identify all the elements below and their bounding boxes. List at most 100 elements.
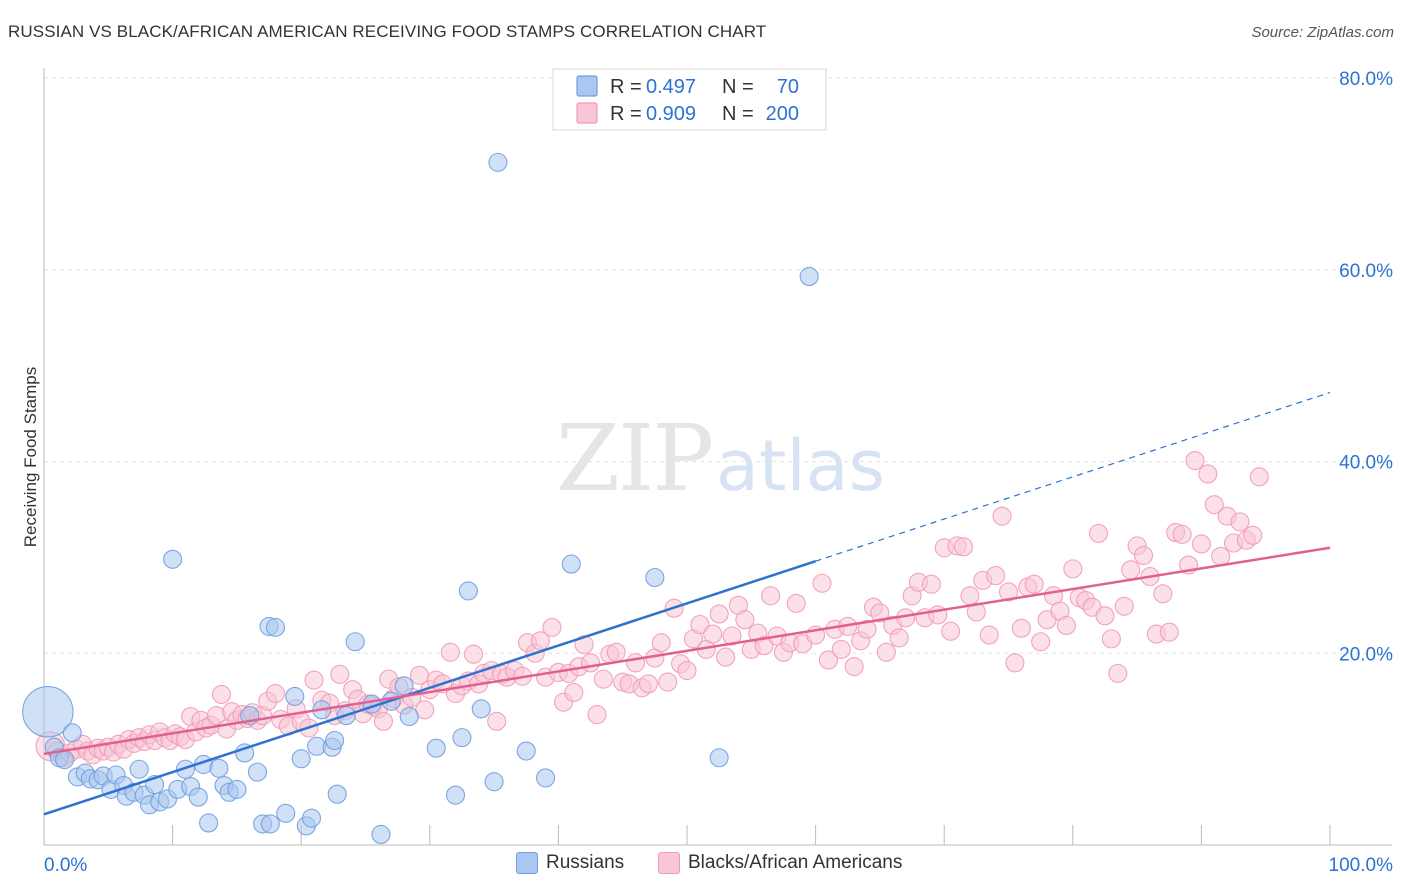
point-russians-28 — [209, 758, 229, 778]
point-russians-50 — [345, 632, 365, 652]
legend-item-russians[interactable]: Russians — [516, 852, 624, 874]
point-russians-39 — [276, 803, 296, 823]
legend-bottom: Russians Blacks/African Americans — [0, 852, 1406, 878]
legend-item-blacks[interactable]: Blacks/African Americans — [658, 852, 902, 874]
watermark-zip: ZIP — [556, 405, 712, 512]
point-russians-41 — [291, 749, 311, 769]
point-russians-67 — [799, 266, 819, 287]
point-russians-63 — [516, 741, 536, 761]
point-russians-60 — [471, 699, 491, 719]
point-blacks-175 — [1101, 629, 1121, 649]
point-blacks-96 — [587, 705, 607, 725]
point-blacks-184 — [1159, 622, 1179, 642]
point-russians-52 — [371, 824, 391, 845]
point-russians-54 — [394, 676, 414, 696]
point-russians-55 — [399, 706, 419, 727]
point-blacks-188 — [1185, 450, 1205, 471]
point-blacks-176 — [1108, 663, 1128, 683]
point-blacks-197 — [1243, 525, 1263, 545]
point-blacks-140 — [876, 642, 896, 662]
y-tick-label-1: 40.0% — [1339, 453, 1393, 474]
point-blacks-195 — [1230, 512, 1250, 532]
svg-text:0.909: 0.909 — [646, 103, 696, 125]
point-russians-38 — [260, 814, 280, 834]
y-axis-label: Receiving Food Stamps — [21, 367, 40, 547]
trend-line-russians — [43, 560, 816, 816]
chart-title: RUSSIAN VS BLACK/AFRICAN AMERICAN RECEIV… — [8, 22, 767, 41]
svg-text:R =: R = — [610, 76, 642, 98]
point-blacks-42 — [265, 683, 286, 704]
point-blacks-107 — [658, 672, 678, 692]
point-blacks-52 — [330, 664, 350, 684]
point-blacks-186 — [1172, 524, 1192, 544]
point-blacks-75 — [463, 644, 484, 664]
point-blacks-127 — [786, 593, 806, 613]
point-blacks-88 — [542, 617, 562, 637]
point-blacks-104 — [638, 674, 658, 694]
point-blacks-133 — [831, 639, 851, 659]
legend-r-value-0: 0.497 — [646, 76, 696, 98]
point-blacks-192 — [1211, 546, 1231, 566]
legend-n-value-1: 200 — [766, 103, 799, 125]
point-blacks-191 — [1204, 495, 1224, 515]
point-blacks-71 — [440, 642, 460, 662]
point-blacks-114 — [703, 624, 723, 644]
point-russians-66 — [645, 567, 665, 588]
point-russians-59 — [452, 728, 472, 748]
trend-lines — [43, 391, 1331, 816]
legend-swatch-blacks-bottom — [658, 852, 680, 874]
watermark-atlas: atlas — [716, 425, 885, 507]
x-tick-label-min: 0.0% — [44, 855, 87, 876]
point-blacks-117 — [722, 626, 742, 646]
point-russians-15 — [129, 759, 149, 779]
legend-swatch-blacks — [576, 102, 598, 124]
legend-n-value-0: 70 — [777, 76, 799, 98]
point-russians-58 — [458, 581, 478, 601]
legend-r-label-1: R = — [610, 103, 642, 125]
legend-label-russians: Russians — [546, 852, 625, 873]
point-blacks-198 — [1249, 467, 1269, 487]
point-blacks-32 — [211, 684, 232, 705]
point-blacks-86 — [530, 631, 550, 651]
legend-n-label-0: N = — [722, 76, 754, 98]
point-blacks-131 — [818, 650, 839, 670]
trend-line-blacks — [43, 546, 1331, 756]
point-blacks-183 — [1153, 584, 1173, 604]
point-blacks-110 — [677, 660, 697, 681]
point-russians-40 — [285, 686, 305, 706]
point-russians-64 — [535, 768, 556, 788]
point-blacks-173 — [1088, 523, 1109, 543]
point-russians-3 — [55, 750, 75, 770]
point-russians-32 — [235, 743, 255, 763]
point-blacks-79 — [487, 711, 507, 731]
point-blacks-123 — [761, 586, 781, 606]
axes — [43, 68, 1392, 846]
point-blacks-168 — [1056, 615, 1076, 635]
point-blacks-97 — [593, 669, 613, 689]
legend-stats-box: R = 0.497 N = 70 R = 0.909 N = 200 — [552, 68, 827, 131]
point-blacks-152 — [953, 537, 974, 557]
point-blacks-163 — [1024, 574, 1044, 594]
point-blacks-139 — [870, 603, 890, 623]
point-blacks-189 — [1191, 534, 1211, 554]
point-blacks-180 — [1133, 545, 1154, 566]
y-tick-label-3: 80.0% — [1339, 69, 1393, 90]
point-blacks-135 — [844, 657, 864, 677]
point-blacks-160 — [1005, 653, 1025, 673]
point-blacks-48 — [304, 670, 324, 690]
svg-text:70: 70 — [777, 76, 799, 98]
point-blacks-112 — [690, 614, 710, 635]
point-blacks-157 — [986, 566, 1006, 586]
point-blacks-137 — [857, 619, 877, 639]
legend-swatch-russians-bottom — [516, 852, 538, 874]
point-blacks-190 — [1198, 464, 1218, 484]
point-blacks-116 — [716, 647, 736, 667]
point-russians-21 — [163, 549, 183, 569]
svg-text:R =: R = — [610, 103, 642, 125]
point-russians-68 — [709, 748, 729, 768]
point-russians-27 — [199, 813, 219, 833]
svg-text:N =: N = — [722, 103, 754, 125]
point-russians-4 — [62, 723, 82, 743]
legend-swatch-russians — [576, 75, 598, 97]
